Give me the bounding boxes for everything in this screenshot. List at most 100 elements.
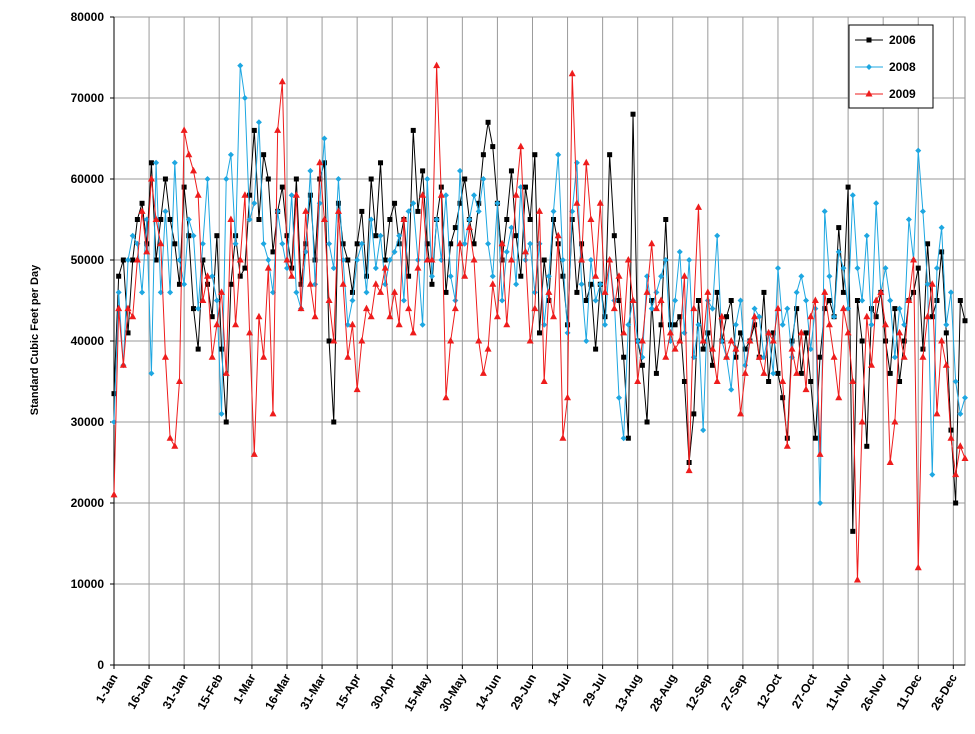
marker — [335, 176, 342, 182]
marker — [808, 379, 814, 384]
marker — [868, 321, 875, 328]
marker — [518, 273, 524, 279]
marker — [866, 37, 872, 43]
marker — [953, 500, 959, 506]
marker — [695, 298, 701, 303]
x-tick-label: 15-Apr — [333, 671, 364, 711]
marker — [321, 160, 327, 166]
marker — [485, 240, 492, 247]
y-tick-label: 20000 — [71, 496, 105, 510]
marker — [320, 215, 328, 222]
marker — [237, 62, 244, 69]
marker — [433, 216, 440, 223]
marker — [167, 289, 174, 296]
marker — [241, 95, 248, 101]
marker — [378, 160, 384, 166]
marker — [190, 232, 197, 239]
marker — [554, 231, 562, 239]
marker — [845, 305, 852, 312]
marker — [724, 314, 730, 320]
marker — [471, 192, 478, 199]
marker — [826, 273, 833, 280]
marker — [186, 233, 192, 239]
marker — [639, 362, 645, 368]
marker — [886, 458, 894, 465]
marker — [578, 256, 586, 263]
marker — [868, 306, 874, 312]
marker — [849, 377, 857, 384]
marker — [130, 257, 136, 263]
marker — [643, 288, 651, 295]
marker — [938, 337, 946, 344]
marker — [475, 337, 483, 344]
marker — [129, 232, 136, 239]
marker — [867, 361, 875, 368]
marker — [836, 225, 842, 231]
marker — [866, 64, 872, 70]
marker — [172, 241, 178, 247]
marker — [573, 199, 581, 206]
marker — [176, 257, 183, 263]
marker — [657, 296, 665, 303]
marker — [424, 241, 430, 247]
marker — [387, 217, 393, 222]
marker — [839, 304, 847, 312]
marker — [283, 256, 291, 263]
marker — [377, 232, 384, 239]
marker — [649, 298, 655, 303]
marker — [779, 321, 786, 328]
marker — [161, 353, 169, 360]
marker — [236, 256, 244, 263]
x-tick-label: 28-Aug — [647, 672, 679, 714]
marker — [321, 135, 328, 142]
marker — [462, 176, 468, 182]
x-tick-label: 16-Mar — [262, 671, 294, 712]
marker — [578, 281, 585, 288]
x-tick-label: 1-Jan — [93, 672, 121, 706]
marker — [424, 176, 431, 182]
marker — [737, 297, 744, 304]
marker — [284, 233, 290, 239]
marker — [199, 296, 207, 303]
marker — [686, 257, 693, 263]
marker — [690, 304, 698, 312]
marker — [896, 328, 904, 336]
marker — [531, 289, 538, 296]
marker — [658, 322, 664, 328]
marker — [709, 345, 717, 352]
marker — [883, 338, 889, 344]
marker — [897, 379, 903, 384]
marker — [550, 208, 557, 215]
marker — [241, 191, 249, 198]
marker — [513, 233, 519, 239]
marker — [349, 297, 356, 304]
marker — [699, 337, 707, 344]
marker — [377, 288, 385, 295]
marker — [115, 289, 122, 296]
marker — [634, 338, 641, 344]
marker — [812, 435, 818, 441]
marker — [293, 289, 300, 296]
marker — [526, 337, 534, 344]
marker — [489, 273, 496, 280]
marker — [381, 264, 389, 271]
marker — [261, 152, 267, 158]
marker — [429, 281, 435, 287]
marker — [400, 215, 408, 222]
marker — [334, 207, 342, 214]
x-tick-label: 13-Aug — [612, 672, 644, 714]
x-tick-label: 11-Dec — [893, 671, 925, 712]
marker — [368, 216, 375, 223]
marker — [938, 224, 945, 231]
y-tick-label: 70000 — [71, 91, 105, 105]
marker — [957, 298, 963, 303]
marker — [933, 409, 941, 417]
marker — [579, 241, 585, 247]
marker — [480, 176, 487, 182]
marker — [658, 273, 665, 280]
marker — [143, 247, 151, 255]
marker — [499, 297, 506, 304]
marker — [864, 443, 870, 449]
marker — [630, 111, 636, 117]
marker — [316, 158, 324, 166]
